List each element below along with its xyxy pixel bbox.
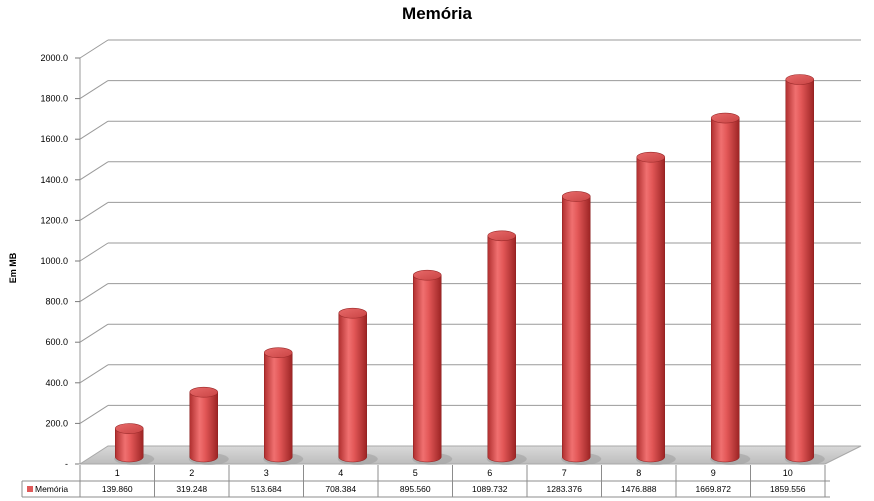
data-table-value: 319.248 bbox=[176, 484, 207, 494]
y-tick-label: 400.0 bbox=[45, 378, 68, 388]
x-tick-label: 4 bbox=[338, 468, 343, 478]
bar-top bbox=[785, 74, 815, 85]
bar-top bbox=[114, 423, 144, 434]
x-tick-label: 6 bbox=[487, 468, 492, 478]
gridline-diagonal bbox=[79, 323, 109, 343]
x-tick-label: 2 bbox=[189, 468, 194, 478]
gridline-diagonal bbox=[79, 283, 109, 303]
y-tick-label: 600.0 bbox=[45, 337, 68, 347]
bar bbox=[562, 196, 591, 463]
gridline-diagonal bbox=[79, 80, 109, 100]
gridline-diagonal bbox=[79, 161, 109, 181]
bar bbox=[711, 117, 740, 463]
bar bbox=[115, 428, 144, 463]
y-tick-label: 1200.0 bbox=[40, 215, 68, 225]
bar bbox=[264, 352, 293, 463]
bar-top bbox=[561, 191, 591, 202]
bar-top bbox=[412, 269, 442, 281]
x-tick-label: 7 bbox=[562, 468, 567, 478]
chart-title: Memória bbox=[402, 4, 472, 23]
y-tick-label: 1000.0 bbox=[40, 256, 68, 266]
y-tick-label: 1400.0 bbox=[40, 175, 68, 185]
bar bbox=[785, 79, 814, 463]
bar bbox=[189, 391, 218, 463]
gridline-diagonal bbox=[79, 120, 109, 140]
gridline-diagonal bbox=[79, 364, 109, 384]
y-tick-label: - bbox=[65, 459, 68, 469]
y-tick-label: 800.0 bbox=[45, 297, 68, 307]
x-tick-label: 10 bbox=[783, 468, 793, 478]
bar-top bbox=[487, 230, 517, 242]
data-table-value: 1669.872 bbox=[696, 484, 732, 494]
data-table-value: 513.684 bbox=[251, 484, 282, 494]
bar-top bbox=[263, 347, 293, 359]
data-table-value: 139.860 bbox=[102, 484, 133, 494]
bar-top bbox=[189, 386, 219, 398]
bar bbox=[487, 235, 516, 463]
data-table-value: 1859.556 bbox=[770, 484, 806, 494]
data-table-value: 1089.732 bbox=[472, 484, 508, 494]
data-table-value: 895.560 bbox=[400, 484, 431, 494]
data-table-value: 1283.376 bbox=[547, 484, 583, 494]
y-tick-label: 1600.0 bbox=[40, 134, 68, 144]
data-table-value: 1476.888 bbox=[621, 484, 657, 494]
bar bbox=[413, 274, 442, 463]
data-table-value: 708.384 bbox=[325, 484, 356, 494]
bar bbox=[338, 312, 367, 463]
bar-top bbox=[338, 307, 368, 319]
y-tick-label: 200.0 bbox=[45, 418, 68, 428]
y-tick-label: 1800.0 bbox=[40, 94, 68, 104]
bar-top bbox=[636, 151, 666, 163]
x-tick-label: 3 bbox=[264, 468, 269, 478]
bar bbox=[636, 156, 665, 463]
legend-swatch bbox=[27, 486, 33, 492]
x-tick-label: 5 bbox=[413, 468, 418, 478]
legend-label: Memória bbox=[35, 484, 68, 494]
gridline-diagonal bbox=[79, 39, 109, 59]
gridline-diagonal bbox=[79, 404, 109, 424]
bar-top bbox=[710, 112, 740, 124]
y-tick-label: 2000.0 bbox=[40, 53, 68, 63]
x-tick-label: 8 bbox=[636, 468, 641, 478]
gridline-diagonal bbox=[79, 242, 109, 262]
gridline-diagonal bbox=[79, 201, 109, 221]
x-tick-label: 9 bbox=[711, 468, 716, 478]
x-tick-label: 1 bbox=[115, 468, 120, 478]
